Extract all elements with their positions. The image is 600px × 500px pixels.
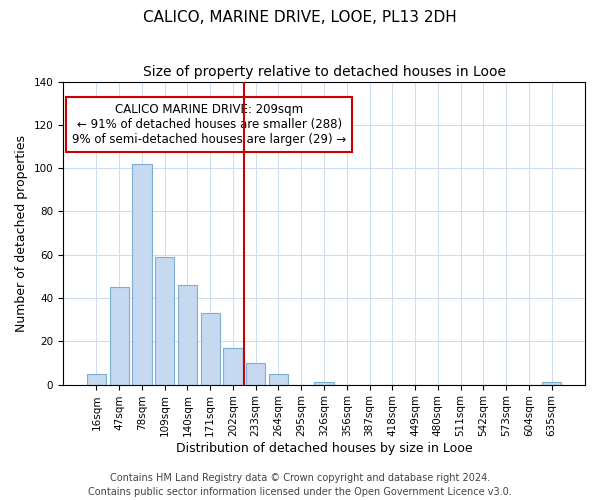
Bar [178, 285, 197, 384]
Bar [155, 257, 175, 384]
Bar [269, 374, 288, 384]
X-axis label: Distribution of detached houses by size in Looe: Distribution of detached houses by size … [176, 442, 472, 455]
Text: Contains HM Land Registry data © Crown copyright and database right 2024.
Contai: Contains HM Land Registry data © Crown c… [88, 473, 512, 497]
Y-axis label: Number of detached properties: Number of detached properties [15, 134, 28, 332]
Bar [87, 374, 106, 384]
Bar [110, 287, 129, 384]
Bar [223, 348, 242, 385]
Bar [246, 363, 265, 384]
Bar [132, 164, 152, 384]
Text: CALICO MARINE DRIVE: 209sqm
← 91% of detached houses are smaller (288)
9% of sem: CALICO MARINE DRIVE: 209sqm ← 91% of det… [72, 103, 346, 146]
Bar [542, 382, 561, 384]
Title: Size of property relative to detached houses in Looe: Size of property relative to detached ho… [143, 65, 506, 79]
Bar [200, 313, 220, 384]
Bar [314, 382, 334, 384]
Text: CALICO, MARINE DRIVE, LOOE, PL13 2DH: CALICO, MARINE DRIVE, LOOE, PL13 2DH [143, 10, 457, 25]
